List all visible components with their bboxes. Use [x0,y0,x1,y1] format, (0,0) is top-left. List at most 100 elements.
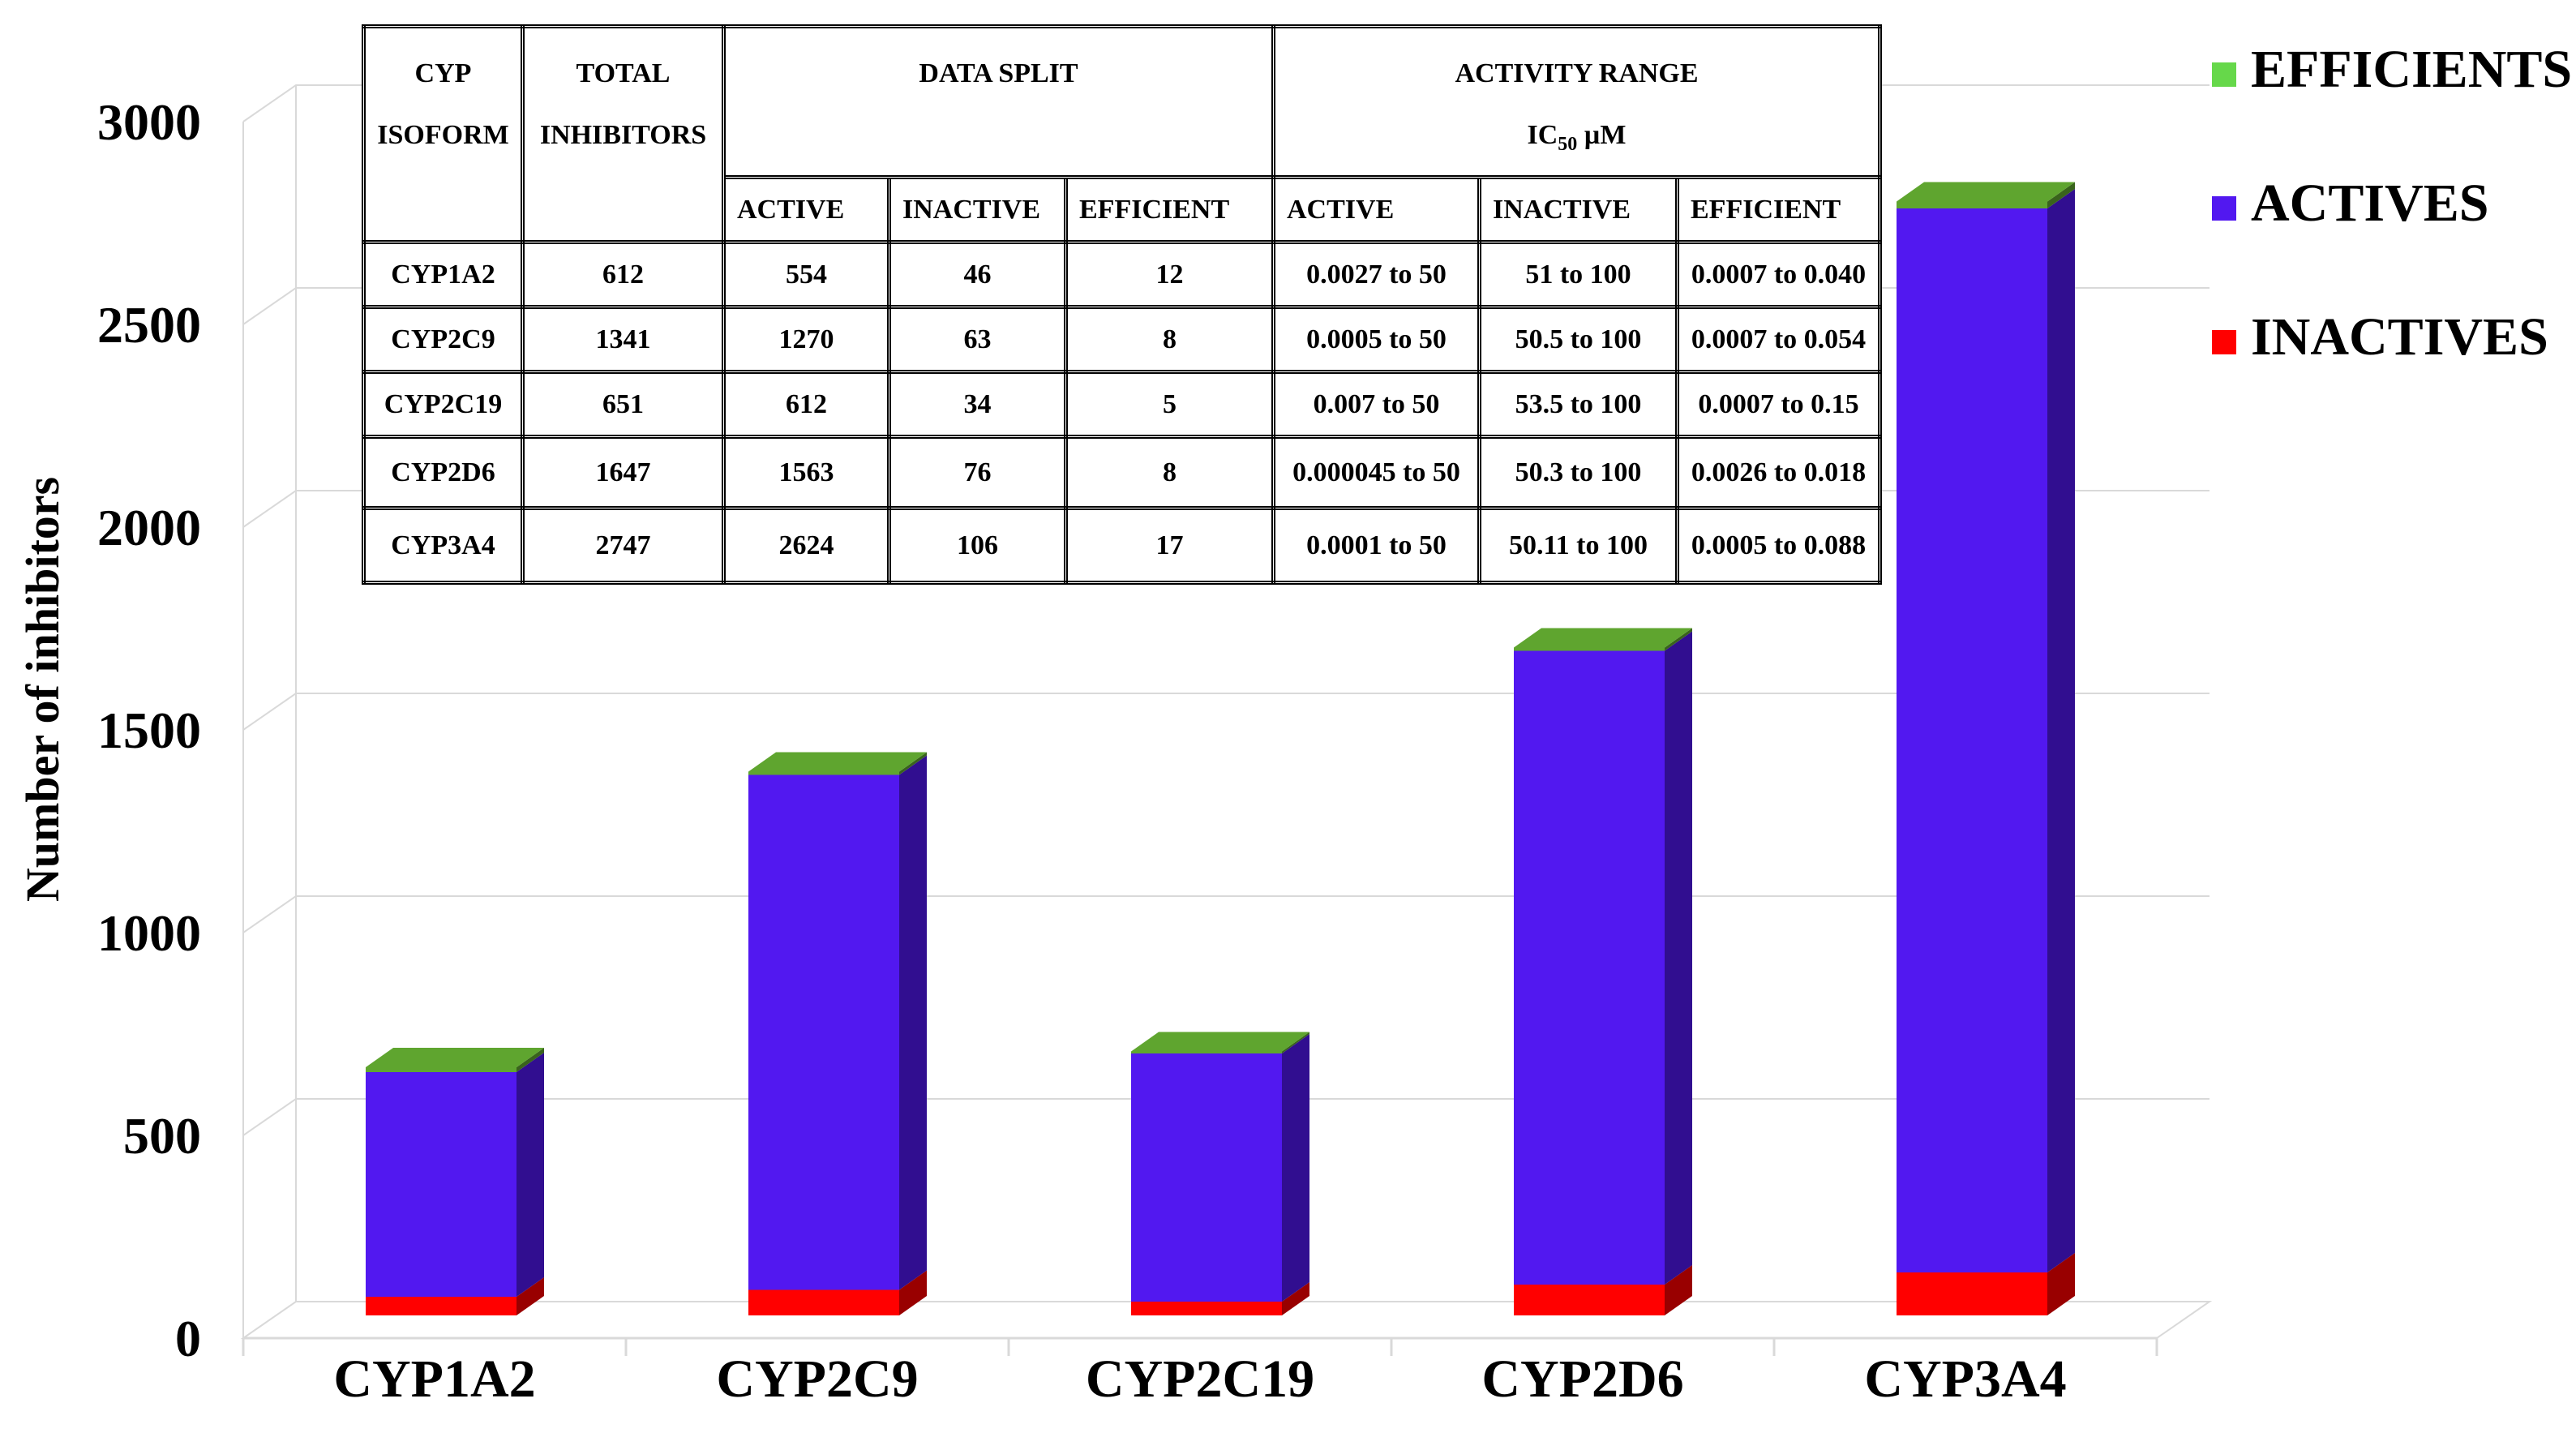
cell-total: 1341 [521,305,726,374]
inactives-bar-cyp2d6 [1514,1285,1665,1315]
legend-swatch-efficients [2212,62,2236,87]
bar-stack-cyp3a4 [1897,182,2075,1315]
efficients-bar-side [1282,1032,1309,1053]
inactives-bar-cyp2c9 [748,1289,899,1315]
cell-total: 1647 [521,435,726,510]
legend-label-efficients: EFFICIENTS [2251,40,2572,99]
inactives-bar-side [899,1270,927,1315]
efficients-bar-side [899,752,927,775]
table-row: CYP1A2 612 554 46 12 0.0027 to 50 51 to … [362,240,1882,309]
inactives-bar-side [1282,1282,1309,1315]
inactives-bar-side [516,1277,544,1315]
y-tick-label: 500 [123,1107,201,1165]
actives-bar-side [2047,189,2075,1272]
y-tick-label: 0 [175,1310,201,1367]
efficients-bar-side [2047,182,2075,208]
efficients-bar-side [1665,628,1692,651]
y-tick-label: 1500 [97,701,201,759]
cell-range-efficient: 0.0007 to 0.054 [1675,305,1882,374]
gridlines [242,84,2210,1136]
cell-inactive: 34 [887,370,1068,439]
actives-bar-cyp3a4 [1897,208,2047,1272]
cell-total: 651 [521,370,726,439]
actives-bar-cyp2c9 [748,774,899,1290]
cell-active: 1270 [722,305,891,374]
x-category-label: CYP1A2 [333,1349,535,1409]
chart-floor [240,1301,2213,1356]
cell-range-efficient: 0.0005 to 0.088 [1675,506,1882,585]
legend-swatch-actives [2212,196,2236,221]
cell-range-inactive: 50.11 to 100 [1477,506,1679,585]
bar-top-cyp1a2 [366,1048,544,1067]
inactives-bar-cyp1a2 [366,1297,516,1315]
cell-range-active: 0.0027 to 50 [1271,240,1481,309]
y-tick-label: 3000 [97,93,201,151]
actives-bar-side [1665,631,1692,1285]
efficients-bar-cyp1a2 [366,1067,516,1072]
header-activity-range: ACTIVITY RANGE IC50 µM [1271,24,1882,179]
cell-active: 1563 [722,435,891,510]
x-category-label: CYP2C9 [716,1349,918,1409]
inactives-bar-cyp2c19 [1131,1302,1282,1315]
cell-range-efficient: 0.0026 to 0.018 [1675,435,1882,510]
header-total-inhibitors: TOTAL INHIBITORS [521,24,726,244]
efficients-bar-cyp2c9 [748,771,899,775]
cell-active: 554 [722,240,891,309]
table-row: CYP2C19 651 612 34 5 0.007 to 50 53.5 to… [362,370,1882,439]
cell-inactive: 46 [887,240,1068,309]
cell-efficient: 8 [1064,435,1275,510]
inactives-bar-side [2047,1253,2075,1315]
cell-isoform: CYP2D6 [362,435,525,510]
inactives-bar-cyp3a4 [1897,1272,2047,1315]
bar-top-cyp2c19 [1131,1032,1309,1052]
cell-active: 612 [722,370,891,439]
legend-swatch-inactives [2212,330,2236,354]
header-data-split: DATA SPLIT [722,24,1275,179]
cell-inactive: 76 [887,435,1068,510]
table-row: CYP2C9 1341 1270 63 8 0.0005 to 50 50.5 … [362,305,1882,374]
cell-efficient: 5 [1064,370,1275,439]
legend-label-actives: ACTIVES [2251,174,2488,233]
actives-bar-side [1282,1034,1309,1302]
subheader-active: ACTIVE [722,175,891,244]
cell-range-active: 0.0001 to 50 [1271,506,1481,585]
cell-range-efficient: 0.0007 to 0.15 [1675,370,1882,439]
subheader-range-inactive: INACTIVE [1477,175,1679,244]
cell-range-active: 0.000045 to 50 [1271,435,1481,510]
cell-range-inactive: 51 to 100 [1477,240,1679,309]
header-cyp-isoform: CYP ISOFORM [362,24,525,244]
bar-top-cyp2c9 [748,752,927,772]
cell-isoform: CYP3A4 [362,506,525,585]
actives-bar-side [899,755,927,1290]
bar-stack-cyp1a2 [366,1048,544,1315]
bar-top-cyp3a4 [1897,182,2075,202]
x-category-label: CYP2C19 [1086,1349,1314,1409]
cell-inactive: 63 [887,305,1068,374]
subheader-range-efficient: EFFICIENT [1675,175,1882,244]
bar-stack-cyp2c9 [748,752,927,1315]
y-axis-label: Number of inhibitors [16,477,69,902]
y-axis-ticks: 0 500 1000 1500 2000 2500 3000 [97,93,201,1367]
cell-active: 2624 [722,506,891,585]
x-category-label: CYP3A4 [1864,1349,2066,1409]
efficients-bar-cyp3a4 [1897,201,2047,208]
subheader-range-active: ACTIVE [1271,175,1481,244]
actives-bar-side [516,1053,544,1297]
cell-isoform: CYP2C9 [362,305,525,374]
cell-efficient: 17 [1064,506,1275,585]
cell-range-inactive: 53.5 to 100 [1477,370,1679,439]
y-tick-label: 2500 [97,296,201,354]
actives-bar-cyp2c19 [1131,1053,1282,1302]
legend-label-inactives: INACTIVES [2251,307,2548,367]
cell-inactive: 106 [887,506,1068,585]
cell-isoform: CYP2C19 [362,370,525,439]
efficients-bar-side [516,1048,544,1072]
actives-bar-cyp1a2 [366,1072,516,1297]
y-tick-label: 1000 [97,904,201,962]
table-row: CYP2D6 1647 1563 76 8 0.000045 to 50 50.… [362,435,1882,510]
bars [366,182,2075,1315]
cell-efficient: 12 [1064,240,1275,309]
inactives-bar-side [1665,1265,1692,1315]
efficients-bar-cyp2d6 [1514,647,1665,651]
